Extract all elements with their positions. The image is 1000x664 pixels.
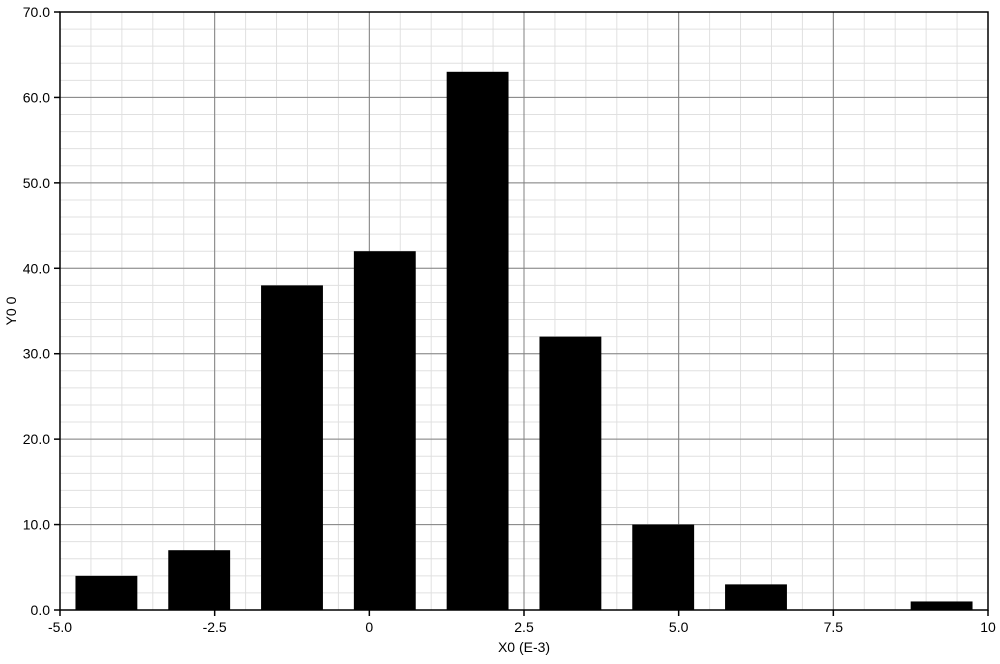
y-tick-label: 10.0 bbox=[23, 517, 50, 533]
y-tick-label: 30.0 bbox=[23, 346, 50, 362]
bar bbox=[75, 576, 137, 610]
x-tick-label: 7.5 bbox=[824, 619, 844, 635]
histogram-chart: -5.0 -2.5 0 2.5 5.0 7.5 10 0.0 10.0 20.0 30.0 40.0 5… bbox=[0, 0, 1000, 664]
y-axis-label: Y0 0 bbox=[3, 296, 19, 325]
bar bbox=[539, 337, 601, 610]
y-tick-label: 40.0 bbox=[23, 260, 50, 276]
x-tick-label: 2.5 bbox=[514, 619, 534, 635]
y-tick-label: 0.0 bbox=[31, 602, 51, 618]
x-tick-label: 5.0 bbox=[669, 619, 689, 635]
y-tick-label: 70.0 bbox=[23, 4, 50, 20]
y-tick-label: 20.0 bbox=[23, 431, 50, 447]
bar bbox=[168, 550, 230, 610]
y-tick-label: 50.0 bbox=[23, 175, 50, 191]
bar bbox=[447, 72, 509, 610]
bar bbox=[911, 601, 973, 610]
x-tick-label: -5.0 bbox=[48, 619, 72, 635]
y-tick-label: 60.0 bbox=[23, 89, 50, 105]
x-tick-label: 10 bbox=[980, 619, 996, 635]
y-ticks: 0.0 10.0 20.0 30.0 40.0 50.0 60.0 70.0 bbox=[23, 4, 60, 618]
bar bbox=[725, 584, 787, 610]
x-tick-label: 0 bbox=[365, 619, 373, 635]
x-tick-label: -2.5 bbox=[203, 619, 227, 635]
bar bbox=[632, 525, 694, 610]
x-axis-label: X0 (E-3) bbox=[498, 639, 550, 655]
chart-svg: -5.0 -2.5 0 2.5 5.0 7.5 10 0.0 10.0 20.0 30.0 40.0 5… bbox=[0, 0, 1000, 664]
bar bbox=[261, 285, 323, 610]
bar bbox=[354, 251, 416, 610]
x-ticks: -5.0 -2.5 0 2.5 5.0 7.5 10 bbox=[48, 610, 996, 635]
